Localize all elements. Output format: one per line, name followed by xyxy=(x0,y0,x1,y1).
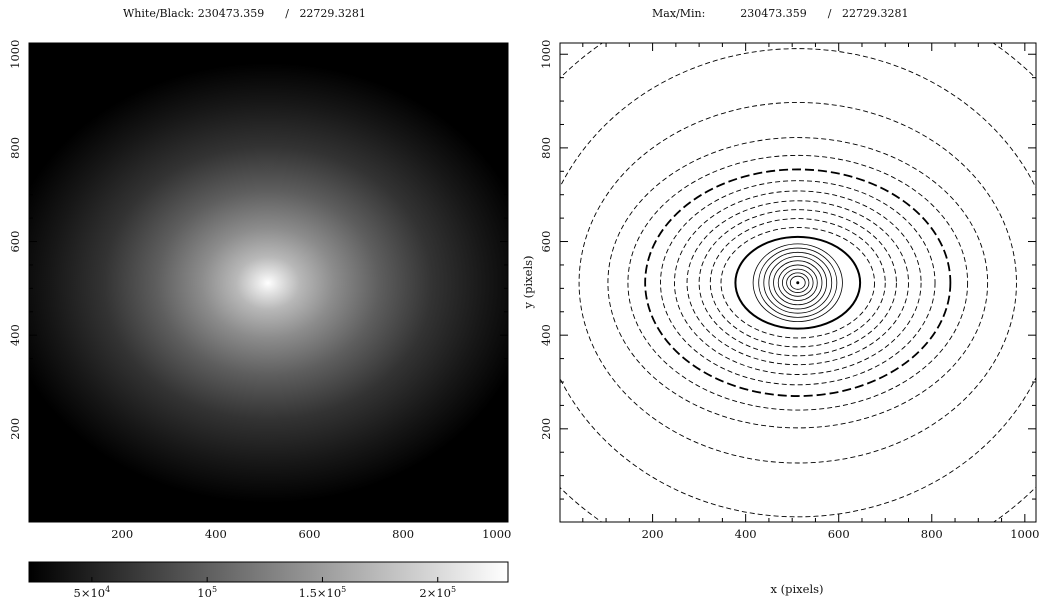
max-min-label: Max/Min: xyxy=(652,7,706,20)
max-value: 230473.359 xyxy=(740,7,807,20)
x-tick-label: 1000 xyxy=(482,527,511,541)
galaxy-glow xyxy=(29,63,508,503)
colorbar: 5×104 105 1.5×105 2×105 xyxy=(28,561,509,600)
contour-line xyxy=(752,243,843,322)
contour-ticks xyxy=(560,43,1036,522)
y-tick-label: 400 xyxy=(8,324,22,346)
contour-line xyxy=(773,260,823,306)
left-header: White/Black: 230473.359 / 22729.3281 xyxy=(123,7,366,20)
min-value: 22729.3281 xyxy=(841,7,909,20)
contour-line xyxy=(789,275,806,290)
black-value: 22729.3281 xyxy=(299,7,366,20)
contour-line xyxy=(782,268,814,297)
x-tick-label: 600 xyxy=(298,527,320,541)
contour-line xyxy=(768,256,828,310)
y-tick-label: 1000 xyxy=(8,40,22,69)
x-tick-label: 1000 xyxy=(1010,527,1039,541)
contour-line xyxy=(644,168,952,397)
x-tick-label: 400 xyxy=(735,527,757,541)
x-tick-label: 800 xyxy=(921,527,943,541)
contour-line xyxy=(607,137,989,429)
white-black-label: White/Black: xyxy=(123,7,195,20)
contour-line xyxy=(758,247,838,318)
x-tick-label: 400 xyxy=(205,527,227,541)
colorbar-tick-label: 1.5×105 xyxy=(299,585,347,600)
y-tick-label: 200 xyxy=(8,418,22,440)
contour-line xyxy=(698,209,897,357)
contour-line xyxy=(686,200,909,366)
y-tick-label: 800 xyxy=(8,137,22,159)
center-marker xyxy=(796,281,800,285)
colorbar-tick-label: 5×104 xyxy=(74,585,111,600)
contour-line xyxy=(674,190,922,375)
image-frame xyxy=(28,42,509,523)
x-tick-label: 800 xyxy=(392,527,414,541)
x-tick-label: 600 xyxy=(828,527,850,541)
header-separator: / xyxy=(827,7,832,20)
image-y-tick-labels: 200 400 600 800 1000 xyxy=(8,40,22,440)
white-value: 230473.359 xyxy=(197,7,265,20)
colorbar-ticks: 5×104 105 1.5×105 2×105 xyxy=(74,577,456,600)
right-header: Max/Min: 230473.359 / 22729.3281 xyxy=(652,7,908,20)
contour-line xyxy=(734,235,862,330)
x-tick-label: 200 xyxy=(111,527,133,541)
contour-line xyxy=(777,264,818,301)
y-axis-label: y (pixels) xyxy=(521,255,535,309)
image-panel: 200 400 600 800 1000 200 400 600 800 1000 xyxy=(8,40,511,541)
contour-line xyxy=(786,272,810,293)
colorbar-tick-label: 2×105 xyxy=(419,585,456,600)
contour-lines xyxy=(560,43,1036,522)
x-tick-label: 200 xyxy=(642,527,664,541)
colorbar-gradient xyxy=(28,561,509,583)
contour-line xyxy=(560,48,1036,518)
y-tick-label: 800 xyxy=(539,137,553,159)
image-x-tick-labels: 200 400 600 800 1000 xyxy=(111,527,511,541)
y-tick-label: 600 xyxy=(8,231,22,253)
contour-line xyxy=(709,218,886,348)
contour-line xyxy=(660,180,936,386)
image-ticks xyxy=(29,43,508,522)
contour-frame xyxy=(559,42,1037,523)
header-separator: / xyxy=(285,7,289,20)
contour-line xyxy=(720,227,875,339)
contour-line xyxy=(627,154,969,411)
y-tick-label: 600 xyxy=(539,231,553,253)
contour-line xyxy=(578,102,1017,464)
contour-x-tick-labels: 200 400 600 800 1000 xyxy=(642,527,1040,541)
contour-panel: 200 400 600 800 1000 200 400 600 800 1000 x (pix… xyxy=(521,40,1040,596)
colorbar-tick-label: 105 xyxy=(197,585,217,600)
y-tick-label: 1000 xyxy=(539,40,553,69)
contour-y-tick-labels: 200 400 600 800 1000 xyxy=(539,40,553,440)
x-axis-label: x (pixels) xyxy=(770,582,823,596)
contour-line xyxy=(763,251,833,314)
y-tick-label: 400 xyxy=(539,324,553,346)
y-tick-label: 200 xyxy=(539,418,553,440)
